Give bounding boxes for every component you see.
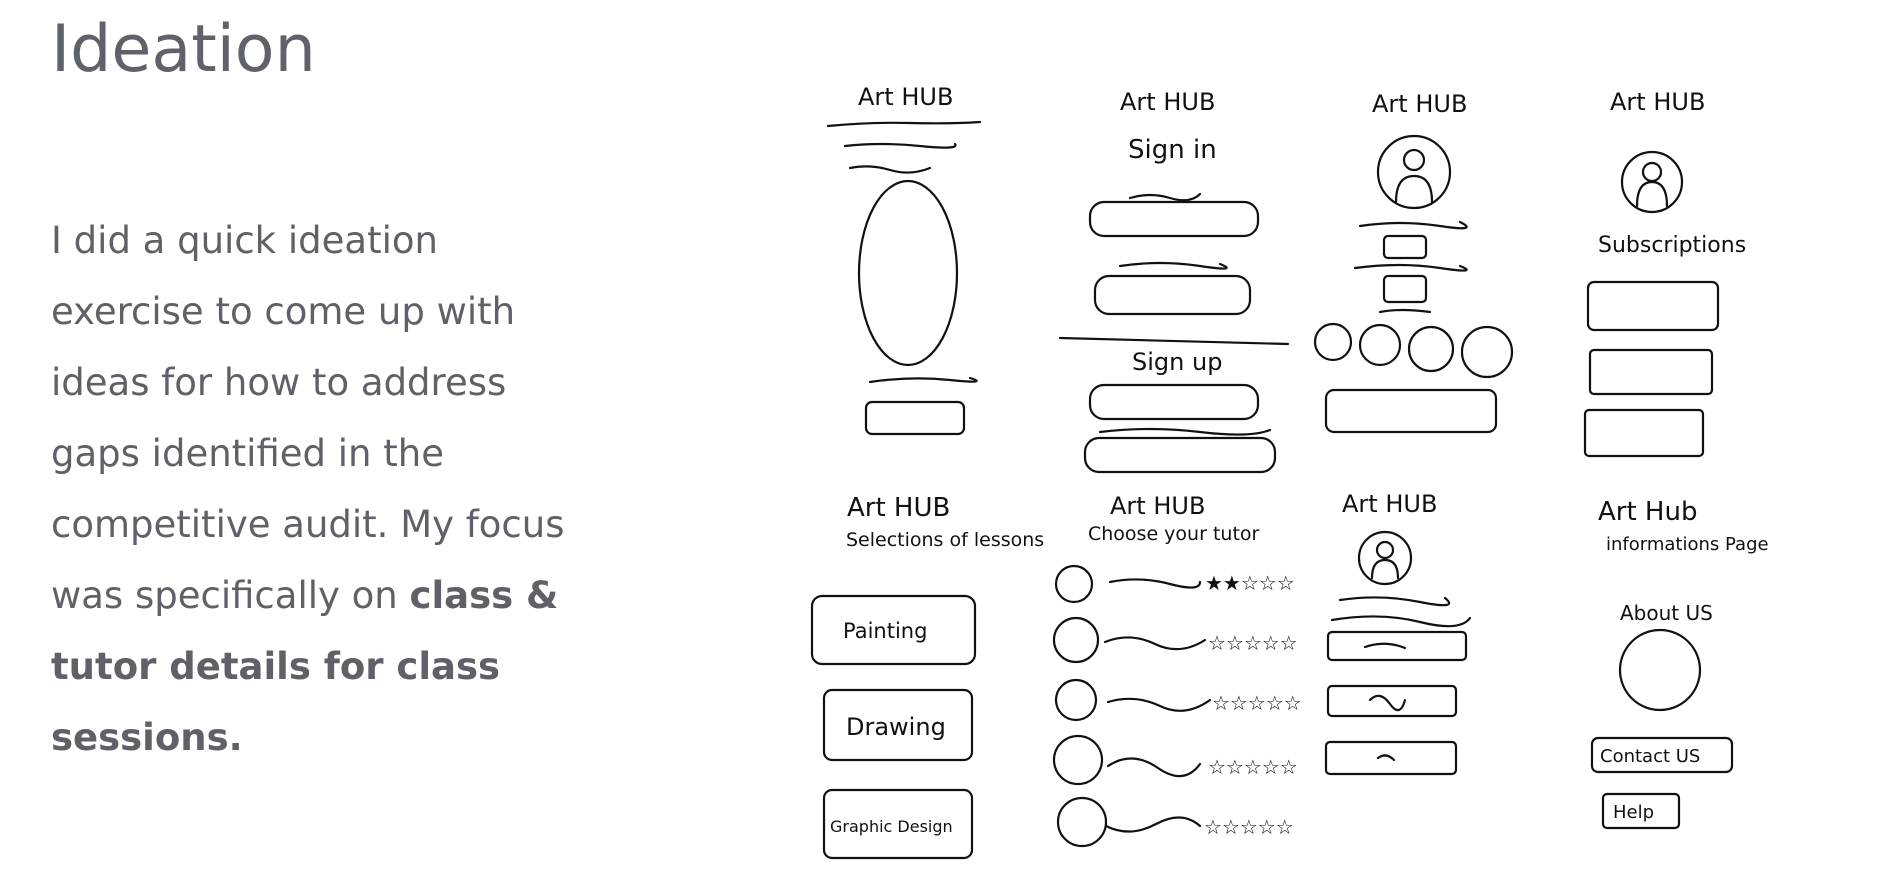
- sketch-landing: Art HUB: [826, 83, 982, 436]
- sketch-heading: Selections of lessons: [846, 529, 1044, 551]
- avatar-sketch: [1357, 530, 1413, 586]
- sketch-tutor-profile: Art HUB: [1324, 490, 1472, 776]
- page-title: Ideation: [51, 12, 316, 87]
- sketch-brand: Art Hub: [1598, 497, 1697, 527]
- button-label: Contact US: [1600, 746, 1700, 767]
- sketch-heading: Choose your tutor: [1088, 523, 1260, 545]
- scribble-line: [1104, 816, 1202, 833]
- scribble-line: [843, 142, 957, 149]
- avatar-body: [1394, 174, 1434, 204]
- sketch-sign-in: Art HUB Sign in Sign up: [1058, 88, 1290, 474]
- sketch-lessons: Art HUB Selections of lessons Painting D…: [810, 493, 1044, 860]
- thumbnail-sketch: [1358, 323, 1402, 367]
- rating-stars-icon: ☆☆☆☆☆: [1208, 631, 1298, 655]
- lesson-button-sketch: [822, 788, 974, 860]
- body-paragraph: I did a quick ideation exercise to come …: [51, 205, 571, 773]
- sketches-drawing: Art HUB Art HUB Sign in Sign up Art HUB: [810, 83, 1769, 860]
- button-sketch: [1382, 234, 1428, 260]
- scribble-line: [1376, 754, 1396, 762]
- scribble-line: [1363, 642, 1407, 650]
- ideation-sketches: Art HUB Art HUB Sign in Sign up Art HUB: [780, 60, 1840, 866]
- rating-stars-icon: ☆☆☆☆☆: [1204, 815, 1294, 839]
- input-sketch: [1088, 200, 1260, 238]
- button-label: Help: [1613, 802, 1654, 823]
- lesson-button-sketch: [822, 688, 974, 762]
- tutor-avatar-sketch: [1052, 616, 1100, 664]
- avatar-head: [1641, 161, 1663, 183]
- rating-stars-icon: ☆☆☆☆☆: [1208, 755, 1298, 779]
- sketch-brand: Art HUB: [847, 493, 950, 523]
- lesson-label: Painting: [843, 619, 927, 643]
- button-sketch: [1326, 630, 1468, 662]
- sketch-brand: Art HUB: [1610, 88, 1705, 116]
- scribble-line: [848, 165, 932, 174]
- scribble-line: [1108, 578, 1202, 589]
- divider-line: [1058, 336, 1290, 346]
- button-sketch: [1324, 388, 1498, 434]
- scribble-line: [1106, 697, 1212, 712]
- input-sketch: [1083, 436, 1277, 474]
- sketch-heading: Subscriptions: [1598, 233, 1746, 258]
- card-sketch: [1586, 280, 1720, 332]
- lesson-label: Drawing: [846, 713, 946, 741]
- button-sketch: [864, 400, 966, 436]
- scribble-line: [1106, 757, 1202, 778]
- button-sketch: [1324, 740, 1458, 776]
- button-sketch: [1326, 684, 1458, 718]
- lesson-button-sketch: [810, 594, 977, 666]
- scribble-line: [1118, 261, 1228, 270]
- scribble-line: [1103, 636, 1207, 651]
- sketch-information: Art Hub informations Page About US Conta…: [1590, 497, 1769, 830]
- button-sketch: [1382, 274, 1428, 304]
- image-placeholder: [1618, 628, 1702, 712]
- scribble-line: [826, 120, 982, 128]
- input-sketch: [1093, 274, 1252, 316]
- sketch-profile: Art HUB: [1313, 90, 1514, 434]
- body-intro: I did a quick ideation exercise to come …: [51, 219, 565, 617]
- thumbnail-sketch: [1460, 325, 1514, 379]
- sketch-heading: informations Page: [1606, 534, 1769, 555]
- sketch-tutors: Art HUB Choose your tutor ★★☆☆☆ ☆☆☆☆☆ ☆☆…: [1052, 492, 1302, 848]
- body-emphasis: class & tutor details for class sessions…: [51, 574, 559, 759]
- tutor-avatar-sketch: [1056, 796, 1108, 848]
- card-sketch: [1583, 408, 1705, 458]
- sketch-subheading: About US: [1620, 601, 1713, 625]
- button-sketch: [1601, 792, 1681, 830]
- hero-image-placeholder: [857, 179, 959, 367]
- avatar-head: [1375, 540, 1395, 560]
- sketch-brand: Art HUB: [1120, 88, 1215, 116]
- tutor-avatar-sketch: [1054, 678, 1098, 722]
- scribble-line: [868, 376, 978, 384]
- scribble-line: [1378, 308, 1432, 314]
- avatar-body: [1370, 558, 1400, 580]
- sketch-brand: Art HUB: [1372, 90, 1467, 118]
- scribble-line: [1338, 596, 1451, 607]
- rating-stars-icon: ★★☆☆☆: [1205, 571, 1295, 595]
- card-sketch: [1588, 348, 1714, 396]
- input-sketch: [1088, 383, 1260, 421]
- button-sketch: [1590, 736, 1734, 774]
- sketch-brand: Art HUB: [1342, 490, 1437, 518]
- sketch-brand: Art HUB: [858, 83, 953, 111]
- avatar-head: [1402, 148, 1426, 172]
- scribble-line: [1330, 615, 1472, 628]
- tutor-avatar-sketch: [1054, 564, 1094, 604]
- avatar-sketch: [1376, 134, 1452, 210]
- tutor-avatar-sketch: [1052, 734, 1104, 786]
- thumbnail-sketch: [1407, 325, 1455, 373]
- lesson-label: Graphic Design: [830, 817, 953, 836]
- scribble-line: [1098, 427, 1272, 436]
- avatar-body: [1635, 180, 1669, 208]
- scribble-line: [1353, 263, 1468, 272]
- scribble-line: [1358, 220, 1468, 230]
- rating-stars-icon: ☆☆☆☆☆: [1212, 691, 1302, 715]
- sketch-heading: Sign in: [1128, 135, 1217, 165]
- avatar-sketch: [1620, 150, 1684, 214]
- scribble-line: [1128, 192, 1202, 202]
- sketch-subscriptions: Art HUB Subscriptions: [1583, 88, 1746, 458]
- sketch-heading: Sign up: [1132, 348, 1222, 376]
- thumbnail-sketch: [1313, 322, 1353, 362]
- scribble-line: [1368, 694, 1407, 712]
- sketch-brand: Art HUB: [1110, 492, 1205, 520]
